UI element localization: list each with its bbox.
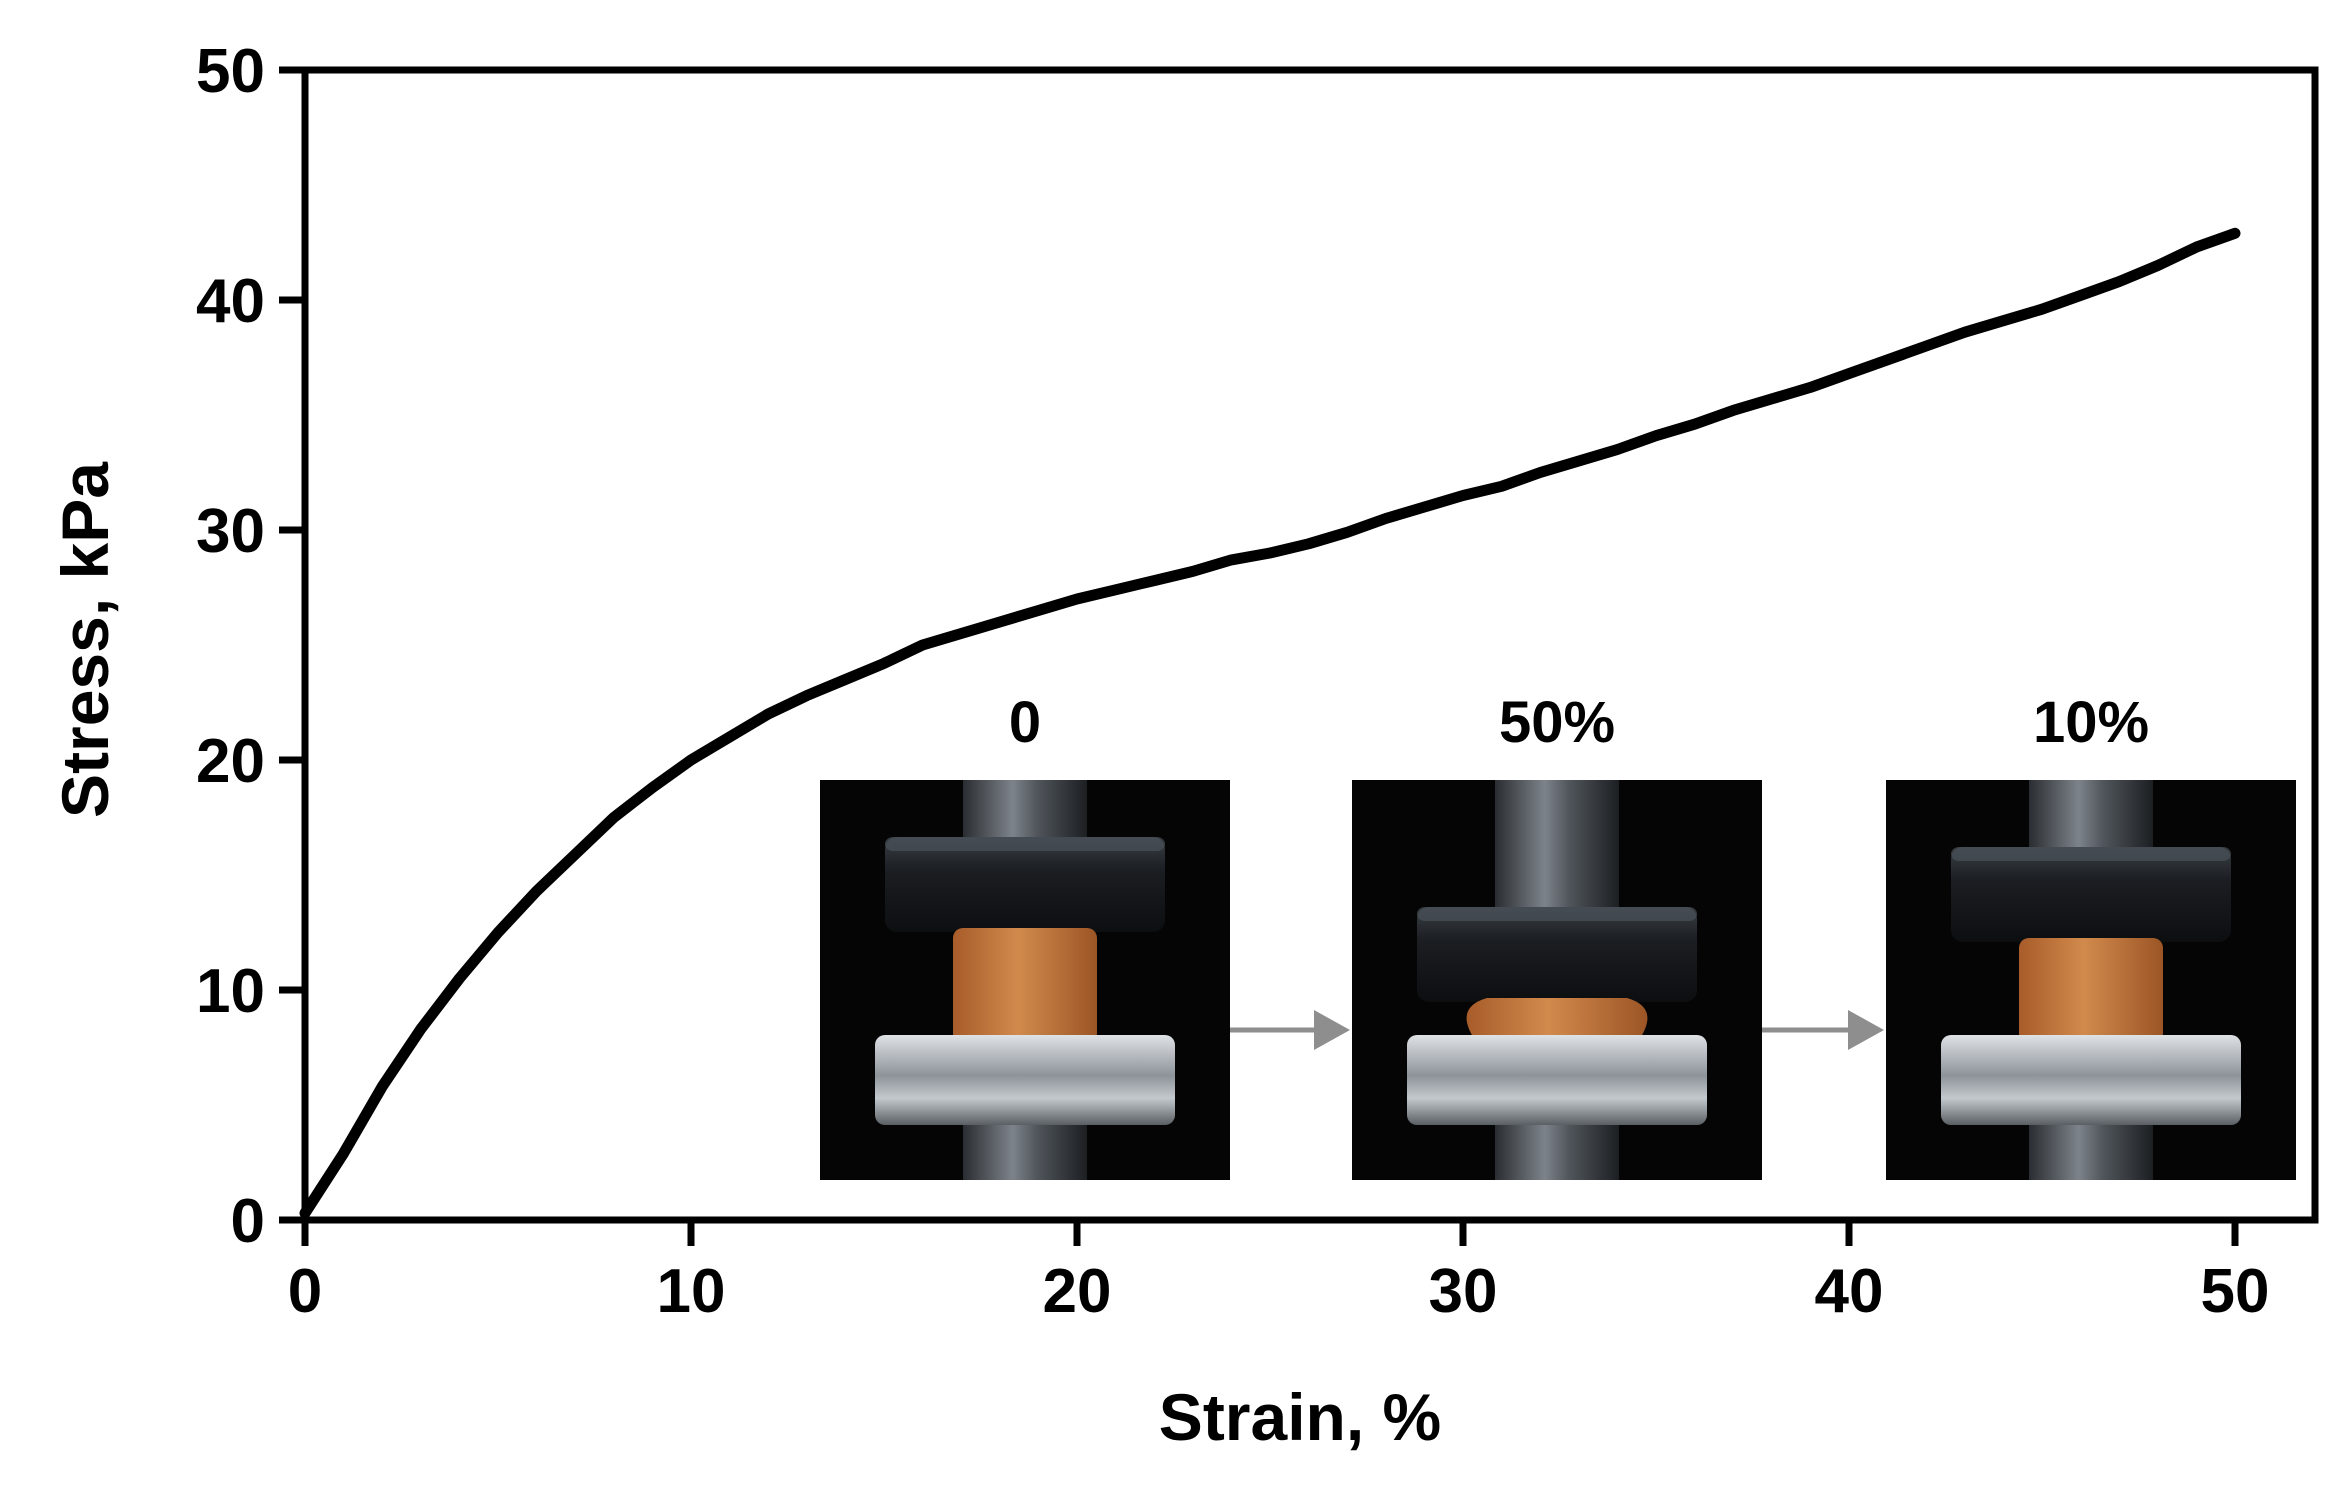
y-tick-label: 30 xyxy=(196,497,265,566)
upper-platen xyxy=(885,837,1165,932)
inset-photo: 0 xyxy=(820,690,1230,1180)
x-tick-label: 0 xyxy=(288,1257,322,1326)
photo-label: 50% xyxy=(1499,690,1615,755)
lower-rod xyxy=(1495,1121,1619,1180)
inset-photo: 50% xyxy=(1352,690,1762,1180)
x-tick-label: 10 xyxy=(657,1257,726,1326)
lower-plate xyxy=(1941,1035,2241,1125)
y-tick-label: 0 xyxy=(231,1187,265,1256)
lower-plate xyxy=(875,1035,1175,1125)
arrow-head xyxy=(1848,1010,1884,1050)
x-tick-label: 20 xyxy=(1043,1257,1112,1326)
x-axis-title: Strain, % xyxy=(1159,1380,1441,1454)
x-tick-label: 30 xyxy=(1429,1257,1498,1326)
upper-rod xyxy=(963,780,1087,847)
platen-highlight xyxy=(885,837,1165,851)
stress-strain-line xyxy=(299,227,2241,1219)
foam-sample xyxy=(953,928,1097,1043)
arrow xyxy=(1230,1010,1350,1050)
y-axis-title: Stress, kPa xyxy=(48,461,122,818)
foam-sample xyxy=(2019,938,2163,1043)
photo-label: 0 xyxy=(1009,690,1041,755)
platen-highlight xyxy=(1951,847,2231,861)
lower-plate xyxy=(1407,1035,1707,1125)
foam-sample xyxy=(1466,998,1648,1043)
upper-rod xyxy=(1495,780,1619,917)
axes: 0 10 20 30 40 50 0 10 20 30 40 50 xyxy=(196,37,2319,1326)
lower-rod xyxy=(963,1121,1087,1180)
inset-photo: 10% xyxy=(1886,690,2296,1180)
y-tick-label: 40 xyxy=(196,267,265,336)
lower-rod xyxy=(2029,1121,2153,1180)
plot-frame xyxy=(301,66,2319,1224)
platen-highlight xyxy=(1417,907,1697,921)
photo-label: 10% xyxy=(2033,690,2149,755)
series-layer xyxy=(299,227,2241,1219)
arrow xyxy=(1762,1010,1884,1050)
arrow-head xyxy=(1314,1010,1350,1050)
upper-rod xyxy=(2029,780,2153,857)
inset-photos: 0 50% 10% xyxy=(820,690,2296,1180)
y-tick-label: 50 xyxy=(196,37,265,106)
y-tick-label: 20 xyxy=(196,727,265,796)
y-tick-label: 10 xyxy=(196,957,265,1026)
x-tick-label: 50 xyxy=(2201,1257,2270,1326)
x-tick-label: 40 xyxy=(1815,1257,1884,1326)
upper-platen xyxy=(1951,847,2231,942)
upper-platen xyxy=(1417,907,1697,1002)
